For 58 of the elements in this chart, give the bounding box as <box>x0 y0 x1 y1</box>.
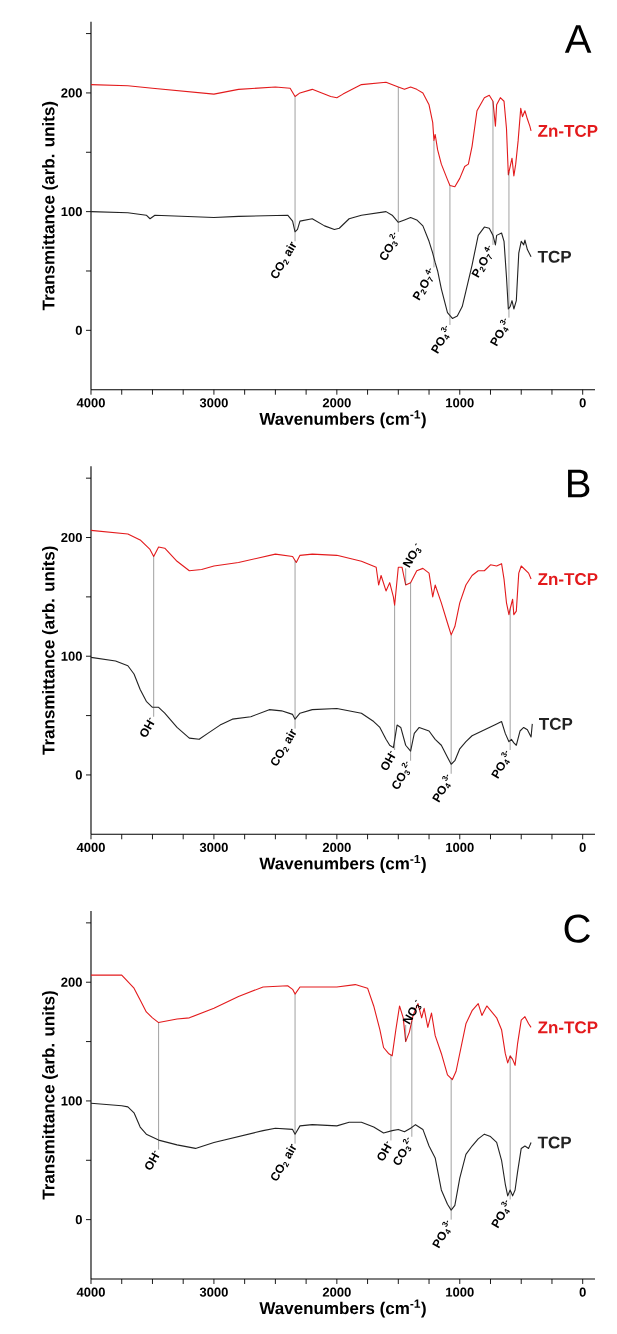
annotation: OH$^{-}$ <box>145 1150 160 1170</box>
series-label: TCP <box>537 1136 572 1149</box>
x-tick-label: 3000 <box>199 1287 228 1297</box>
annotation: PO$_{4}$3- <box>432 774 451 803</box>
y-tick-label: 0 <box>75 1215 82 1225</box>
annotation: CO$_{3}$2- <box>393 1137 412 1165</box>
y-tick-label: 200 <box>61 532 82 543</box>
x-tick-label: 0 <box>579 842 586 853</box>
y-tick-label: 200 <box>61 977 82 987</box>
x-axis-title: Wavenumbers (cm$^{-1}$) <box>259 1299 426 1318</box>
y-tick-label: 0 <box>75 770 82 780</box>
annotation: P$_{2}$O$_{7}$4- <box>471 245 493 278</box>
annotation: PO$_{4}$3- <box>491 750 510 779</box>
x-tick-label: 1000 <box>446 398 474 408</box>
chart-title: C <box>564 914 590 943</box>
series-label: TCP <box>537 250 572 263</box>
x-tick-label: 4000 <box>76 1287 105 1297</box>
y-tick-label: 100 <box>61 1096 82 1106</box>
y-axis-title: Transmittance (arb. units) <box>42 101 58 311</box>
annotation: OH$^{-}$ <box>140 717 155 737</box>
series-label: Zn-TCP <box>538 1021 598 1034</box>
annotation: PO$_{4}$3- <box>430 325 450 354</box>
y-axis-title: Transmittance (arb. units) <box>42 546 58 755</box>
annotation: P$_{2}$O$_{7}$4- <box>412 268 434 301</box>
y-tick-label: 100 <box>61 207 82 217</box>
x-tick-label: 0 <box>579 1287 586 1297</box>
annotation: NO$_{3}$- <box>402 543 422 568</box>
annotation: NO$_{3}$- <box>402 999 422 1025</box>
x-tick-label: 1000 <box>446 842 474 853</box>
chart-title: B <box>568 469 590 498</box>
annotation: PO$_{4}$3- <box>491 1200 510 1229</box>
x-axis-title: Wavenumbers (cm$^{-1}$) <box>259 410 426 429</box>
x-tick-label: 2000 <box>322 842 351 853</box>
x-axis-title: Wavenumbers (cm$^{-1}$) <box>259 854 426 873</box>
line-series <box>90 211 532 320</box>
x-tick-label: 2000 <box>322 398 351 408</box>
x-tick-label: 1000 <box>446 1287 474 1297</box>
chart-title: A <box>564 25 592 53</box>
series-label: Zn-TCP <box>538 573 598 586</box>
y-tick-label: 200 <box>61 88 82 98</box>
x-tick-label: 2000 <box>322 1287 351 1297</box>
annotation: PO$_{4}$3- <box>432 1220 451 1249</box>
y-axis-title: Transmittance (arb. units) <box>42 991 58 1200</box>
series-label: TCP <box>539 717 573 730</box>
x-tick-label: 4000 <box>76 842 105 853</box>
y-tick-label: 0 <box>75 325 82 335</box>
annotation: OH$^{-}$ <box>377 1141 392 1161</box>
annotation: CO$_{2}$ air <box>271 1143 297 1181</box>
annotation: PO$_{4}$3- <box>489 318 509 347</box>
annotation: CO$_{2}$ air <box>271 728 297 766</box>
x-tick-label: 3000 <box>199 398 228 408</box>
x-tick-label: 0 <box>579 398 586 408</box>
annotation: CO$_{3}$2- <box>380 232 398 260</box>
x-tick-label: 3000 <box>199 842 228 853</box>
annotation: CO$_{2}$ air <box>271 241 297 279</box>
x-tick-label: 4000 <box>76 398 105 408</box>
series-label: Zn-TCP <box>538 124 598 137</box>
y-tick-label: 100 <box>61 651 82 661</box>
